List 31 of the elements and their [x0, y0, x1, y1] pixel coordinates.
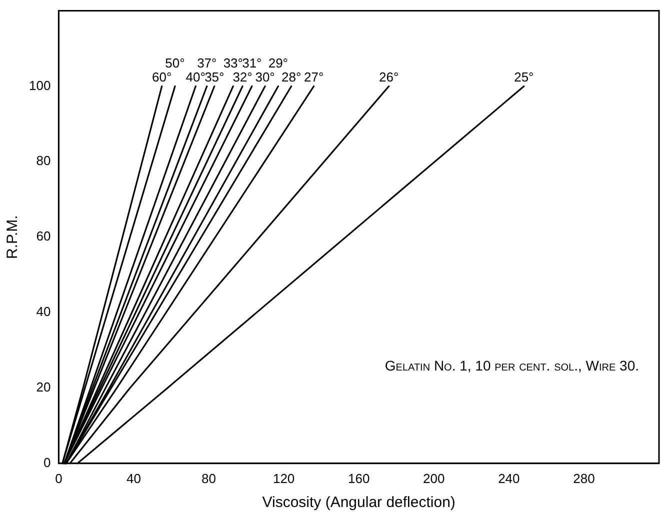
series-label: 31°: [242, 55, 262, 70]
series-label: 25°: [514, 69, 534, 84]
x-axis-title: Viscosity (Angular deflection): [262, 494, 456, 512]
series-label: 35°: [204, 69, 224, 84]
x-tick-label: 0: [55, 470, 62, 486]
annotation: Gelatin No. 1, 10 per cent. sol., Wire 30.: [384, 357, 639, 374]
x-tick-label: 240: [498, 470, 520, 486]
y-axis-title: R.P.M.: [4, 215, 22, 260]
series-label: 37°: [197, 55, 217, 70]
y-tick-label: 60: [36, 228, 51, 244]
series-label: 40°: [186, 69, 206, 84]
series-label: 60°: [152, 69, 172, 84]
x-tick-label: 40: [126, 470, 141, 486]
series-label: 30°: [255, 69, 275, 84]
x-tick-label: 280: [573, 470, 595, 486]
x-tick-label: 160: [348, 470, 370, 486]
x-tick-label: 120: [272, 470, 295, 486]
y-tick-label: 20: [36, 380, 51, 395]
y-tick-label: 100: [28, 78, 51, 93]
y-tick-label: 40: [36, 304, 51, 320]
series-label: 26°: [379, 69, 399, 84]
series-label: 33°: [223, 55, 243, 70]
series-label: 28°: [281, 69, 302, 84]
series-label: 50°: [165, 55, 185, 70]
series-label: 32°: [232, 69, 252, 84]
series-label: 29°: [268, 55, 288, 70]
y-tick-label: 0: [43, 454, 51, 470]
x-tick-label: 200: [423, 470, 445, 486]
x-tick-label: 80: [202, 470, 216, 486]
series-label: 27°: [304, 69, 324, 84]
y-tick-label: 80: [36, 153, 51, 168]
